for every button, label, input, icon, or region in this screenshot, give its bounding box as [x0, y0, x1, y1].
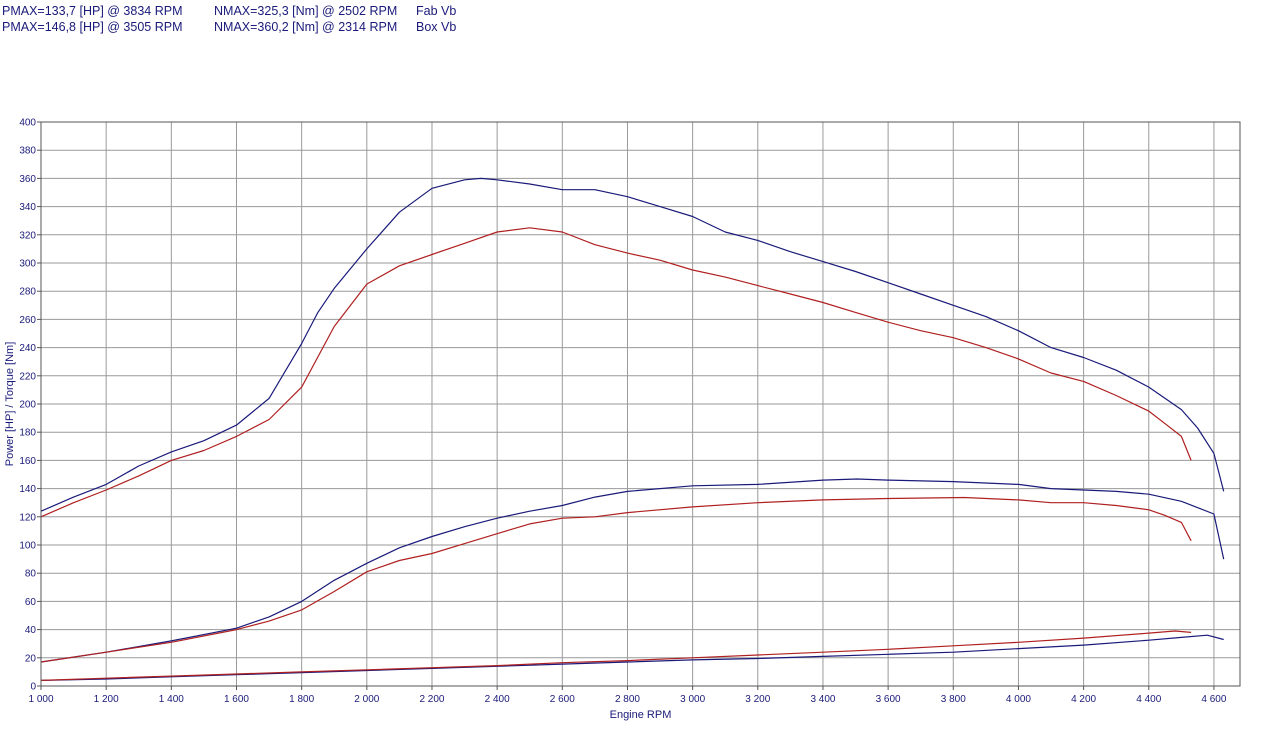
- y-tick-label: 180: [19, 428, 36, 439]
- y-tick-label: 340: [19, 202, 36, 213]
- x-tick-label: 3 800: [941, 694, 966, 705]
- series-line-3: [40, 496, 1192, 663]
- y-tick-label: 260: [19, 315, 36, 326]
- y-tick-label: 280: [19, 287, 36, 298]
- x-tick-label: 2 000: [354, 694, 379, 705]
- x-tick-label: 4 200: [1071, 694, 1096, 705]
- nmax-fab: NMAX=325,3 [Nm] @ 2502 RPM: [214, 4, 398, 18]
- x-tick-label: 2 200: [419, 694, 444, 705]
- pmax-box: PMAX=146,8 [HP] @ 3505 RPM: [2, 20, 183, 34]
- y-tick-label: 320: [19, 230, 36, 241]
- y-tick-label: 220: [19, 371, 36, 382]
- series-line-4: [40, 634, 1224, 681]
- y-tick-label: 60: [25, 597, 37, 608]
- x-tick-label: 1 400: [159, 694, 184, 705]
- y-tick-label: 80: [25, 569, 37, 580]
- y-tick-label: 400: [19, 118, 36, 129]
- tick-labels: 0 20 40 60 80 100 120 140 160 180 200 220 240 260 280 3…: [19, 118, 1227, 706]
- series-line-5: [40, 630, 1192, 681]
- grid: [40, 122, 1240, 686]
- x-tick-label: 2 800: [615, 694, 640, 705]
- y-tick-label: 360: [19, 174, 36, 185]
- series-line-2: [40, 478, 1225, 663]
- x-tick-label: 2 400: [485, 694, 510, 705]
- run-name-fab: Fab Vb: [416, 4, 457, 18]
- x-tick-label: 3 000: [680, 694, 705, 705]
- x-tick-label: 2 600: [550, 694, 575, 705]
- y-tick-label: 40: [25, 625, 37, 636]
- nmax-box: NMAX=360,2 [Nm] @ 2314 RPM: [214, 20, 398, 34]
- run-name-box: Box Vb: [416, 20, 457, 34]
- series-line-0: [40, 177, 1225, 512]
- x-tick-label: 1 600: [224, 694, 249, 705]
- x-tick-label: 4 600: [1201, 694, 1226, 705]
- y-tick-label: 160: [19, 456, 36, 467]
- x-tick-label: 1 000: [28, 694, 53, 705]
- pmax-fab: PMAX=133,7 [HP] @ 3834 RPM: [2, 4, 183, 18]
- x-tick-label: 1 200: [94, 694, 119, 705]
- x-tick-label: 3 600: [876, 694, 901, 705]
- y-tick-label: 0: [30, 682, 36, 693]
- x-tick-label: 3 200: [745, 694, 770, 705]
- y-tick-label: 100: [19, 541, 36, 552]
- x-tick-label: 1 800: [289, 694, 314, 705]
- y-tick-label: 380: [19, 146, 36, 157]
- y-tick-label: 20: [25, 653, 37, 664]
- y-axis-label: Power [HP] / Torque [Nm]: [4, 342, 16, 467]
- x-tick-label: 4 000: [1006, 694, 1031, 705]
- series-line-1: [40, 227, 1192, 518]
- series-layer: [40, 177, 1225, 681]
- y-tick-label: 200: [19, 400, 36, 411]
- y-tick-label: 300: [19, 259, 36, 270]
- y-tick-label: 120: [19, 512, 36, 523]
- x-tick-label: 4 400: [1136, 694, 1161, 705]
- x-tick-label: 3 400: [810, 694, 835, 705]
- x-axis-label: Engine RPM: [610, 709, 672, 721]
- y-tick-label: 240: [19, 343, 36, 354]
- y-tick-label: 140: [19, 484, 36, 495]
